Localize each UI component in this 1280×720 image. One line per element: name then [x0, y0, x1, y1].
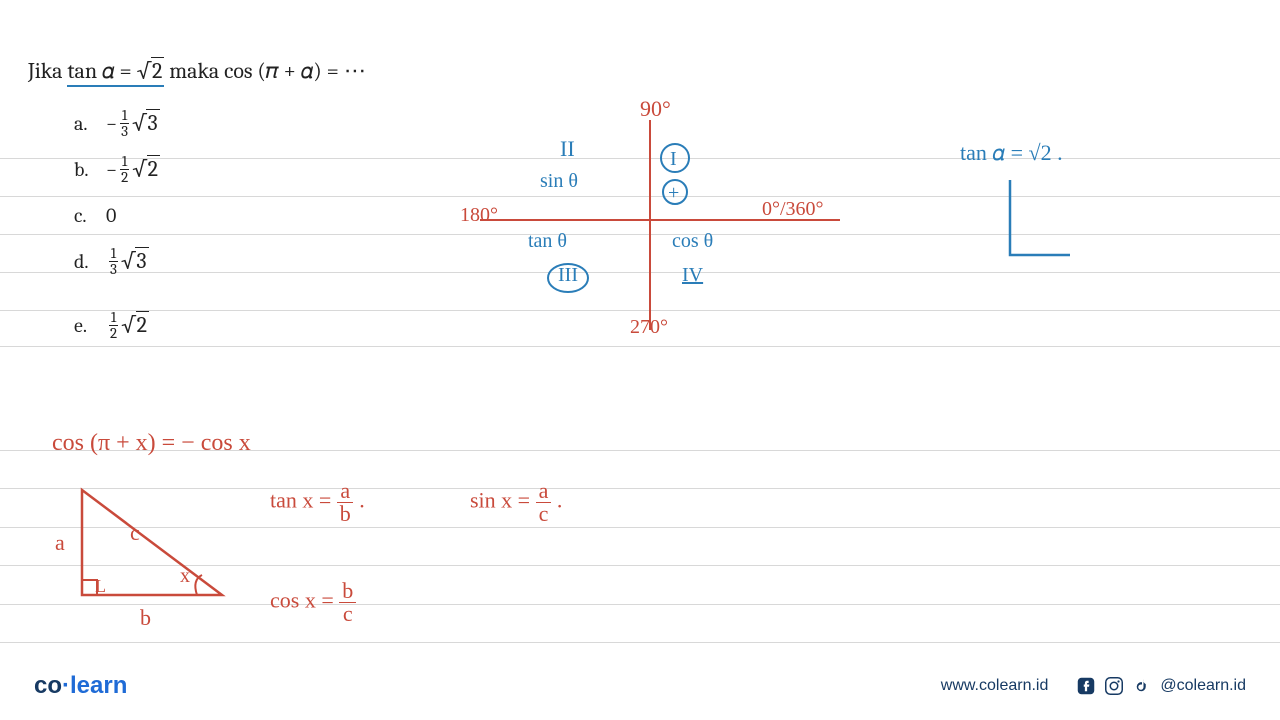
quad-1-label: I [670, 148, 677, 171]
tri-side-b: b [140, 605, 151, 631]
tanx-dot: . [359, 488, 365, 513]
footer-handle: @colearn.id [1160, 677, 1246, 695]
sinx-num: a [536, 480, 552, 503]
opt-b-sign: − [106, 158, 117, 181]
tanx-den: b [337, 503, 354, 525]
tan-eq-rad: √2 [1029, 140, 1052, 165]
opt-e-rad: 2 [136, 311, 149, 338]
footer-url: www.colearn.id [941, 677, 1049, 695]
question-pre: Jika [28, 58, 67, 84]
sinx-lhs: sin x = [470, 488, 530, 513]
question-sqrt2: 2 [151, 57, 164, 84]
cos-identity: cos (π + x) = − cos x [52, 430, 251, 457]
quad-4-label: IV [682, 264, 703, 287]
sinx-dot: . [557, 488, 563, 513]
option-e: e. 12 √2 [74, 302, 160, 348]
opt-a-rad: 3 [146, 109, 159, 136]
option-c: c. 0 [74, 192, 160, 238]
quad-sin: sin θ [540, 170, 578, 193]
quad-3-label: III [558, 264, 578, 287]
quad-plus: + [668, 182, 679, 205]
right-triangle [52, 480, 252, 630]
tan-eq-dot: . [1057, 140, 1063, 165]
cosx-den: c [340, 603, 356, 625]
instagram-icon [1104, 676, 1124, 696]
deg-180: 180° [460, 204, 498, 227]
logo-learn: learn [70, 672, 127, 699]
opt-b-rad: 2 [147, 155, 160, 182]
cosx-lhs: cos x = [270, 588, 334, 613]
opt-c-text: 0 [106, 204, 116, 227]
colearn-logo: co·learn [34, 672, 127, 700]
tanx-num: a [337, 480, 353, 503]
option-d: d. 13 √3 [74, 238, 160, 284]
tan-eq-lhs: tan 𝛼 = [960, 140, 1029, 165]
answer-options: a. − 13 √3 b. − 12 √2 c. 0 d. 13 √3 e. 1… [74, 100, 160, 348]
opt-d-rad: 3 [135, 247, 148, 274]
opt-a-sign: − [106, 112, 117, 135]
quad-2-label: II [560, 136, 575, 162]
tri-angle-x: x [180, 565, 190, 588]
quad-cos: cos θ [672, 230, 713, 253]
cosx-eq: cos x = bc [270, 580, 356, 625]
tan-alpha-eq: tan 𝛼 = √2 . [960, 140, 1063, 166]
tan-triangle-sketch [990, 170, 1100, 270]
opt-d-den: 3 [108, 262, 119, 277]
question-mid: maka cos (𝜋 + 𝛼) = ⋯ [164, 58, 365, 84]
option-a: a. − 13 √3 [74, 100, 160, 146]
opt-e-den: 2 [108, 326, 119, 341]
tanx-lhs: tan x = [270, 488, 331, 513]
opt-b-den: 2 [119, 170, 130, 185]
deg-0-360: 0°/360° [762, 198, 824, 221]
tri-right-angle: L [95, 576, 106, 597]
opt-a-den: 3 [119, 124, 130, 139]
logo-co: co [34, 672, 62, 699]
question-text: Jika tan 𝛼 = √2 maka cos (𝜋 + 𝛼) = ⋯ [28, 58, 366, 84]
social-icons: @colearn.id [1076, 676, 1246, 696]
cosx-num: b [339, 580, 356, 603]
footer-right: www.colearn.id @colearn.id [941, 676, 1246, 696]
option-b: b. − 12 √2 [74, 146, 160, 192]
footer: co·learn www.colearn.id @colearn.id [0, 672, 1280, 700]
deg-90: 90° [640, 96, 671, 122]
question-tan: tan 𝛼 = [67, 58, 136, 84]
tanx-eq: tan x = ab . [270, 480, 365, 525]
tri-side-c: c [130, 520, 140, 546]
tri-side-a: a [55, 530, 65, 556]
quadrant-diagram [460, 100, 880, 350]
tiktok-icon [1132, 676, 1152, 696]
sinx-den: c [536, 503, 552, 525]
deg-270: 270° [630, 316, 668, 339]
sinx-eq: sin x = ac . [470, 480, 562, 525]
quad-tan: tan θ [528, 230, 567, 253]
facebook-icon [1076, 676, 1096, 696]
